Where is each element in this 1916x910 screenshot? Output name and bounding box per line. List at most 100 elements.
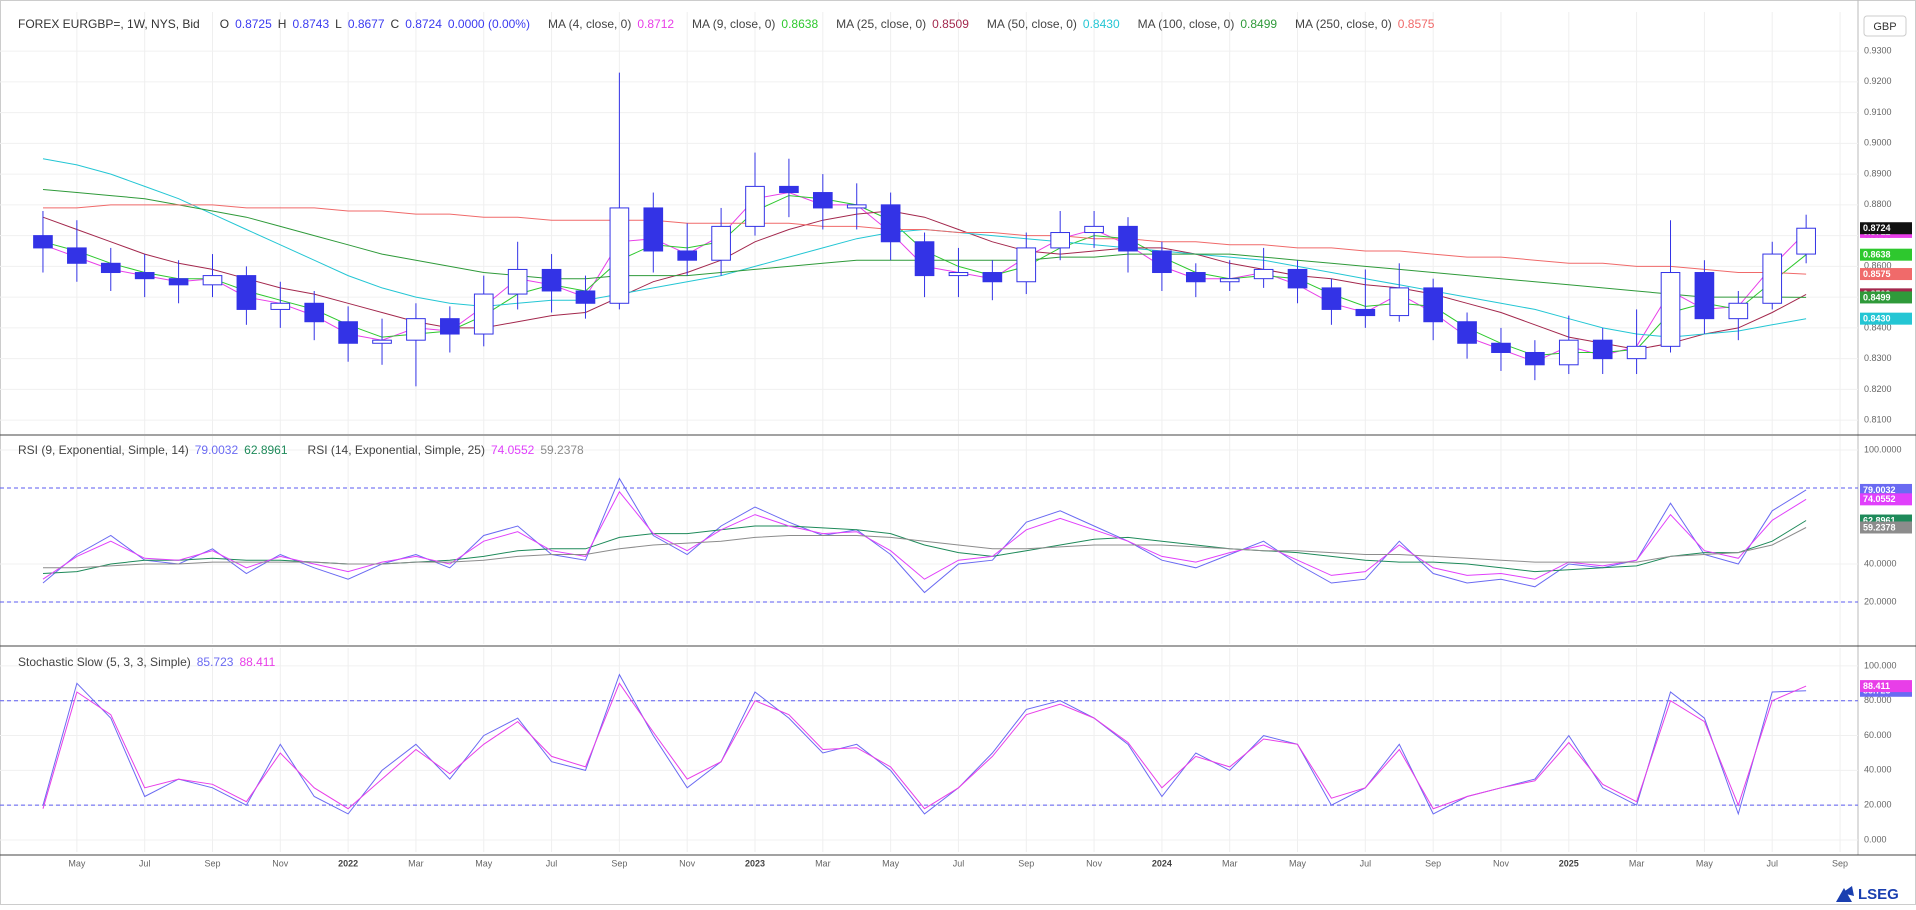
candle-body [1525,351,1545,366]
legend-entry: MA (100, close, 0) 0.8499 [1138,17,1277,31]
last-value-label: 59.2378 [1863,522,1896,532]
legend-value: 79.0032 [194,443,239,457]
last-value-box [1860,680,1912,693]
candle-body [1592,339,1613,360]
candle-body [846,204,867,209]
candle-body [745,185,765,227]
x-tick-label: Mar [1629,858,1645,868]
y-tick-label: 0.9200 [1864,76,1892,86]
last-value-label: 0.8499 [1863,292,1891,302]
x-tick-label: Jul [139,858,151,868]
candle-body [1423,287,1443,323]
y-tick-label: 60.000 [1864,730,1892,740]
candle-body [1050,232,1071,249]
header-item: 0.8724 [405,17,442,31]
y-tick-label: 0.8300 [1864,353,1892,363]
y-tick-label: 100.0000 [1864,444,1902,454]
header-item: FOREX EURGBP=, 1W, NYS, Bid [18,17,200,31]
x-tick-label: Sep [204,858,220,868]
candle-body [168,278,189,286]
header-item: H [277,17,287,31]
candle-body [1152,250,1172,274]
legend-value: 0.8575 [1397,17,1435,31]
legend-value: 0.8509 [932,17,969,31]
legend-name: MA (4, close, 0) [547,17,632,31]
legend-value: 0.8499 [1240,17,1278,31]
candle-body [304,302,325,323]
header-item: 0.8725 [235,17,272,31]
legend-entry: MA (9, close, 0) 0.8638 [692,17,818,31]
legend-entry: RSI (14, Exponential, Simple, 25) 74.0552… [308,443,584,457]
last-value-label: 0.8575 [1863,269,1891,279]
candle-body [473,293,494,335]
candle-body [1016,247,1037,283]
legend-name: MA (25, close, 0) [836,17,927,31]
header-item: O [219,17,230,31]
candle-body [982,272,1003,283]
y-tick-label: 40.0000 [1864,558,1897,568]
series-line [43,204,1807,275]
series-line [42,673,1807,816]
legend-entry: MA (250, close, 0) 0.8575 [1295,17,1434,31]
legend-entry: Stochastic Slow (5, 3, 3, Simple) 85.723 8… [18,655,275,669]
legend-value: 0.8638 [781,17,819,31]
header-item: C [390,17,400,31]
x-tick-label: Nov [1086,858,1103,868]
legend-entry: MA (50, close, 0) 0.8430 [987,17,1120,31]
y-tick-label: 0.8100 [1864,415,1892,425]
candle-body [677,250,698,261]
candle-body [134,272,155,280]
x-tick-label: 2024 [1152,858,1172,868]
x-tick-label: Nov [272,858,289,868]
x-tick-label: May [475,858,493,868]
x-tick-label: May [1289,858,1307,868]
candle-body [1355,308,1376,317]
candle-body [1219,278,1240,283]
candle-body [575,290,596,304]
last-value-label: 79.0032 [1863,485,1896,495]
x-tick-label: May [882,858,900,868]
last-value-box [1860,493,1912,506]
candle-body [338,321,358,344]
x-tick-label: 2023 [745,858,765,868]
candle-body [1626,345,1647,360]
x-tick-label: Jul [546,858,558,868]
legend-name: RSI (14, Exponential, Simple, 25) [307,443,485,457]
y-tick-label: 40.000 [1864,765,1892,775]
stoch-legend: Stochastic Slow (5, 3, 3, Simple) 85.723 8… [18,655,289,669]
legend-name: RSI (9, Exponential, Simple, 14) [18,443,189,457]
candle-body [1118,225,1138,252]
candle-body [372,339,392,344]
legend-value: 62.8961 [244,443,288,457]
rsi-legend: RSI (9, Exponential, Simple, 14) 79.0032 6… [18,443,598,457]
series-line [42,490,1807,580]
legend-name: MA (250, close, 0) [1295,17,1392,31]
last-value-label: 74.0552 [1863,494,1896,504]
series-line [42,210,1807,350]
candle-body [541,268,562,292]
x-tick-label: Mar [815,858,831,868]
x-tick-label: Mar [408,858,424,868]
candle-body [406,318,426,341]
x-tick-label: Sep [611,858,627,868]
candle-body [100,262,121,274]
y-tick-label: 0.8400 [1864,322,1892,332]
legend-value: 88.411 [239,655,276,669]
x-tick-label: Nov [1493,858,1510,868]
brand-label: LSEG [1858,886,1899,903]
legend-entry: MA (4, close, 0) 0.8712 [548,17,674,31]
x-tick-label: May [68,858,86,868]
y-tick-label: 0.8200 [1864,384,1892,394]
last-value-label: 0.8724 [1863,223,1891,233]
candle-body [948,272,969,277]
candle-body [1287,268,1308,289]
candle-body [779,185,799,194]
last-value-label: 62.8961 [1863,515,1896,525]
last-value-box [1860,521,1912,534]
candle-body [812,192,833,209]
last-value-label: 0.8430 [1863,314,1891,324]
candle-body [33,235,53,249]
x-tick-label: Nov [679,858,696,868]
